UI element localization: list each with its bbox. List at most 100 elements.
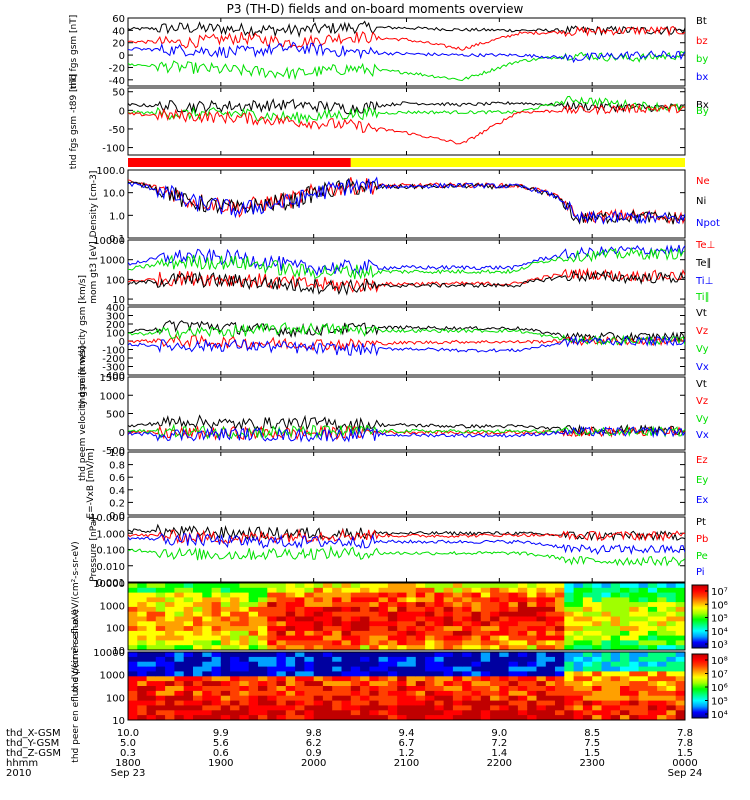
heatmap-cell: [360, 690, 370, 697]
heatmap-cell: [174, 652, 185, 658]
heatmap-cell: [276, 602, 287, 608]
heatmap-cell: [406, 645, 417, 651]
heatmap-cell: [406, 635, 417, 641]
heatmap-cell: [304, 626, 315, 632]
heatmap-cell: [360, 597, 370, 603]
x-axis-value: Sep 24: [668, 768, 703, 779]
heatmap-cell: [471, 630, 482, 637]
heatmap-cell: [369, 656, 380, 663]
heatmap-cell: [360, 587, 370, 594]
heatmap-cell: [443, 686, 454, 692]
x-axis-value: 2000: [301, 758, 326, 769]
heatmap-cell: [165, 715, 175, 721]
heatmap-cell: [657, 587, 667, 594]
heatmap-cell: [452, 602, 463, 608]
heatmap-cell: [582, 700, 593, 706]
heatmap-cell: [434, 592, 445, 598]
heatmap-cell: [425, 671, 435, 677]
heatmap-cell: [434, 621, 445, 627]
colorbar: [691, 653, 709, 719]
heatmap-cell: [443, 602, 454, 608]
heatmap-cell: [480, 652, 491, 658]
legend-entry: Ey: [696, 475, 708, 486]
y-tick-label: 0.010: [96, 562, 125, 573]
heatmap-cell: [620, 616, 630, 622]
heatmap-cell: [620, 606, 630, 613]
heatmap-cell: [657, 681, 667, 687]
heatmap-cell: [267, 587, 278, 594]
heatmap-cell: [443, 616, 454, 622]
heatmap-cell: [397, 587, 407, 594]
heatmap-cell: [490, 640, 500, 646]
heatmap-cell: [415, 645, 426, 651]
heatmap-cell: [267, 621, 278, 627]
heatmap-cell: [183, 616, 194, 622]
heatmap-cell: [239, 705, 250, 711]
heatmap-cell: [387, 645, 398, 651]
x-axis-value: 9.8: [306, 728, 322, 739]
heatmap-cell: [174, 592, 185, 598]
heatmap-cell: [202, 652, 213, 658]
heatmap-cell: [276, 681, 287, 687]
heatmap-cell: [657, 695, 667, 702]
heatmap-cell: [387, 666, 398, 672]
heatmap-cell: [174, 602, 185, 608]
heatmap-cell: [480, 640, 491, 646]
heatmap-cell: [545, 606, 556, 613]
heatmap-cell: [341, 666, 352, 672]
heatmap-cell: [517, 606, 528, 613]
heatmap-cell: [211, 686, 222, 692]
heatmap-cell: [406, 715, 417, 721]
heatmap-cell: [508, 686, 519, 692]
heatmap-cell: [452, 652, 463, 658]
heatmap-cell: [322, 592, 333, 598]
heatmap-cell: [573, 640, 584, 646]
colorbar: [691, 584, 709, 649]
heatmap-cell: [629, 640, 640, 646]
heatmap-cell: [638, 645, 649, 651]
heatmap-cell: [248, 592, 259, 598]
y-axis-label: thd peer en eflux eV/(cm²-s-sr-eV): [71, 609, 81, 762]
heatmap-cell: [573, 695, 584, 702]
heatmap-cell: [146, 597, 157, 603]
heatmap-cell: [545, 611, 556, 617]
heatmap-cell: [230, 671, 240, 677]
heatmap-cell: [369, 640, 380, 646]
heatmap-cell: [675, 710, 686, 716]
heatmap-cell: [230, 640, 240, 646]
heatmap-cell: [443, 715, 454, 721]
heatmap-cell: [592, 587, 602, 594]
heatmap-cell: [462, 583, 472, 589]
heatmap-cell: [322, 626, 333, 632]
heatmap-cell: [434, 710, 445, 716]
heatmap-cell: [322, 656, 333, 663]
heatmap-cell: [193, 652, 203, 658]
heatmap-cell: [332, 597, 342, 603]
heatmap-cell: [146, 635, 157, 641]
heatmap-cell: [369, 583, 380, 589]
heatmap-cell: [313, 640, 324, 646]
y-axis-label: thd fgs gsm [nT]: [69, 15, 79, 90]
heatmap-cell: [174, 626, 185, 632]
heatmap-cell: [285, 587, 296, 594]
heatmap-cell: [666, 611, 677, 617]
heatmap-cell: [248, 587, 259, 594]
heatmap-cell: [341, 652, 352, 658]
heatmap-cell: [248, 681, 259, 687]
heatmap-cell: [638, 671, 649, 677]
heatmap-cell: [230, 592, 240, 598]
heatmap-cell: [675, 690, 686, 697]
heatmap-cell: [267, 705, 278, 711]
series-line-Ti⊥: [128, 244, 685, 277]
y-tick-label: 0: [119, 428, 125, 439]
heatmap-cell: [360, 652, 370, 658]
heatmap-cell: [387, 611, 398, 617]
heatmap-cell: [322, 645, 333, 651]
heatmap-cell: [629, 606, 640, 613]
heatmap-cell: [174, 705, 185, 711]
heatmap-cell: [295, 597, 305, 603]
heatmap-cell: [332, 676, 342, 682]
heatmap-cell: [369, 700, 380, 706]
panel-5: thd peim velocity gsm [km/s] 400300200100…: [78, 275, 709, 407]
heatmap-cell: [592, 661, 602, 668]
